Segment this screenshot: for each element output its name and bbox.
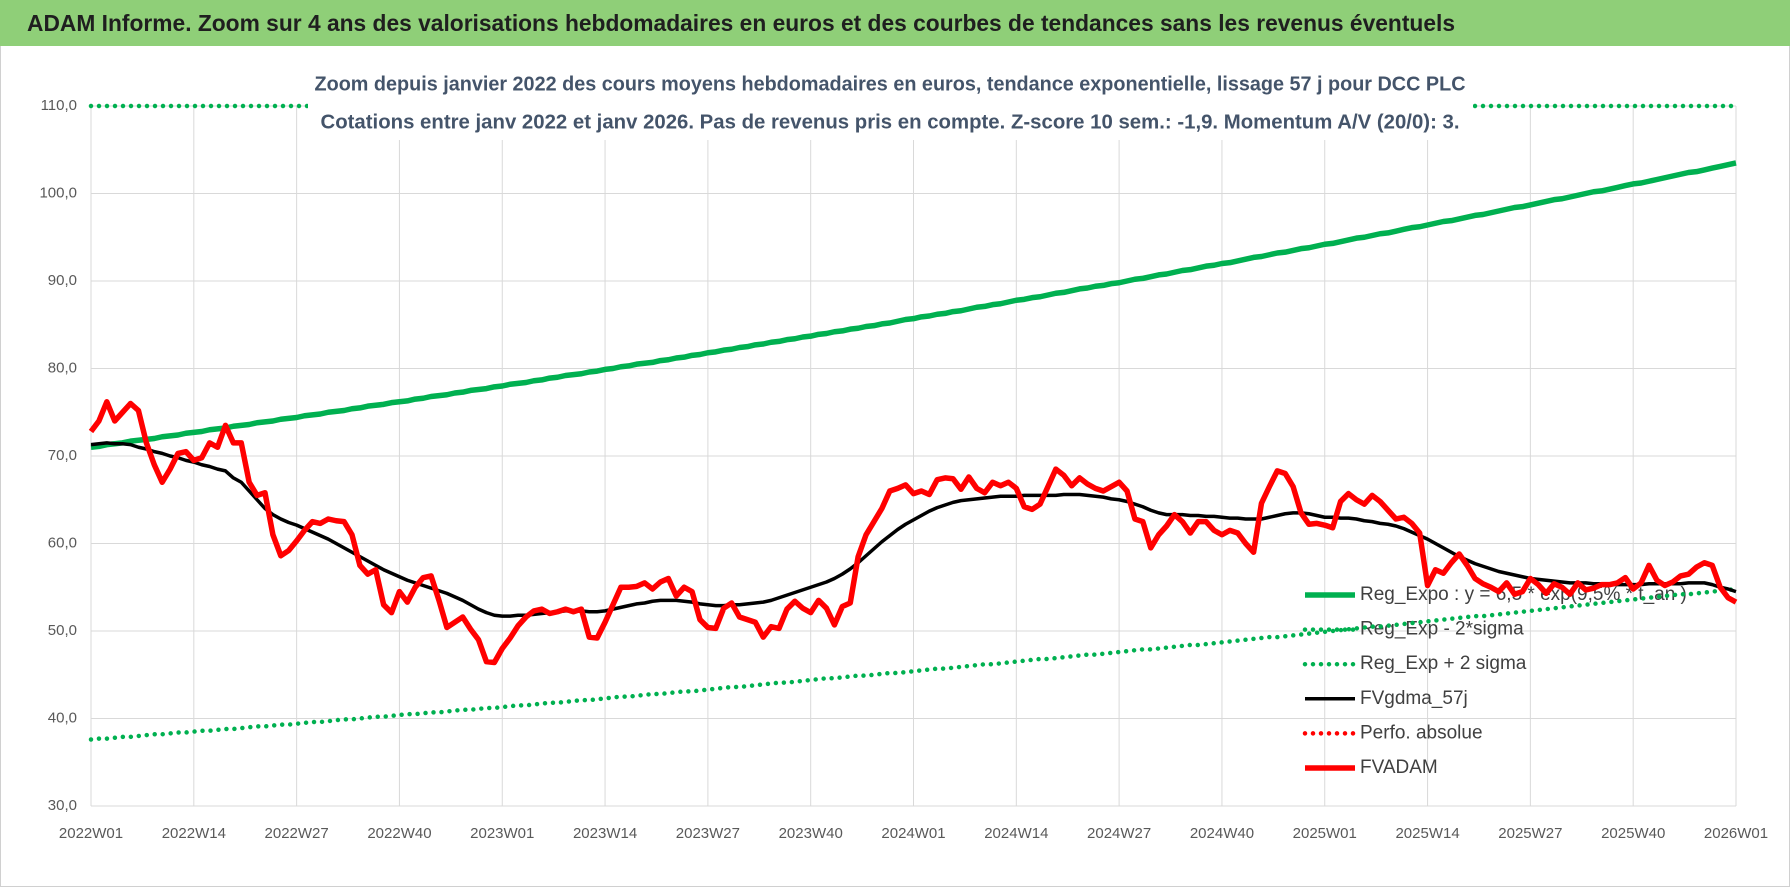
y-tick-label: 100,0 [39,184,77,201]
series-line [88,399,1738,666]
y-tick-label: 50,0 [48,622,77,639]
legend-label: Reg_Exp - 2*sigma [1360,619,1524,640]
y-tick-label: 90,0 [48,272,77,289]
x-tick-label: 2026W01 [1704,825,1768,842]
x-tick-label: 2024W27 [1087,825,1151,842]
x-tick-label: 2023W27 [676,825,740,842]
series-line [88,586,1739,742]
x-tick-label: 2025W40 [1601,825,1665,842]
y-tick-label: 70,0 [48,447,77,464]
x-tick-label: 2025W01 [1293,825,1357,842]
legend-label: FVgdma_57j [1360,688,1468,709]
legend-label: Reg_Exp + 2 sigma [1360,653,1527,674]
x-tick-label: 2025W14 [1395,825,1459,842]
x-tick-label: 2025W27 [1498,825,1562,842]
x-tick-label: 2024W14 [984,825,1048,842]
legend-label: Perfo. absolue [1360,722,1483,743]
header-bar [0,0,1790,46]
subtitle-box [308,95,1473,140]
x-tick-label: 2022W40 [367,825,431,842]
header-title: ADAM Informe. Zoom sur 4 ans des valoris… [27,10,1455,36]
x-tick-label: 2022W14 [162,825,226,842]
x-tick-label: 2023W01 [470,825,534,842]
legend-label: Reg_Expo : y = 6,5 * exp(9,5% * t_an ) [1360,584,1687,605]
y-tick-label: 40,0 [48,709,77,726]
chart-subtitle: Cotations entre janv 2022 et janv 2026. … [321,111,1460,133]
x-tick-label: 2023W14 [573,825,637,842]
series-line [90,160,1737,450]
chart-subtitle: Zoom depuis janvier 2022 des cours moyen… [315,73,1466,95]
x-tick-label: 2023W40 [779,825,843,842]
x-tick-label: 2024W01 [881,825,945,842]
legend-label: FVADAM [1360,757,1438,778]
y-tick-label: 80,0 [48,359,77,376]
x-tick-label: 2022W27 [265,825,329,842]
x-tick-label: 2024W40 [1190,825,1254,842]
legend: Reg_Expo : y = 6,5 * exp(9,5% * t_an ) Re… [1302,584,1687,778]
y-tick-label: 60,0 [48,534,77,551]
y-tick-label: 30,0 [48,797,77,814]
x-tick-label: 2022W01 [59,825,123,842]
y-tick-label: 110,0 [41,97,77,114]
